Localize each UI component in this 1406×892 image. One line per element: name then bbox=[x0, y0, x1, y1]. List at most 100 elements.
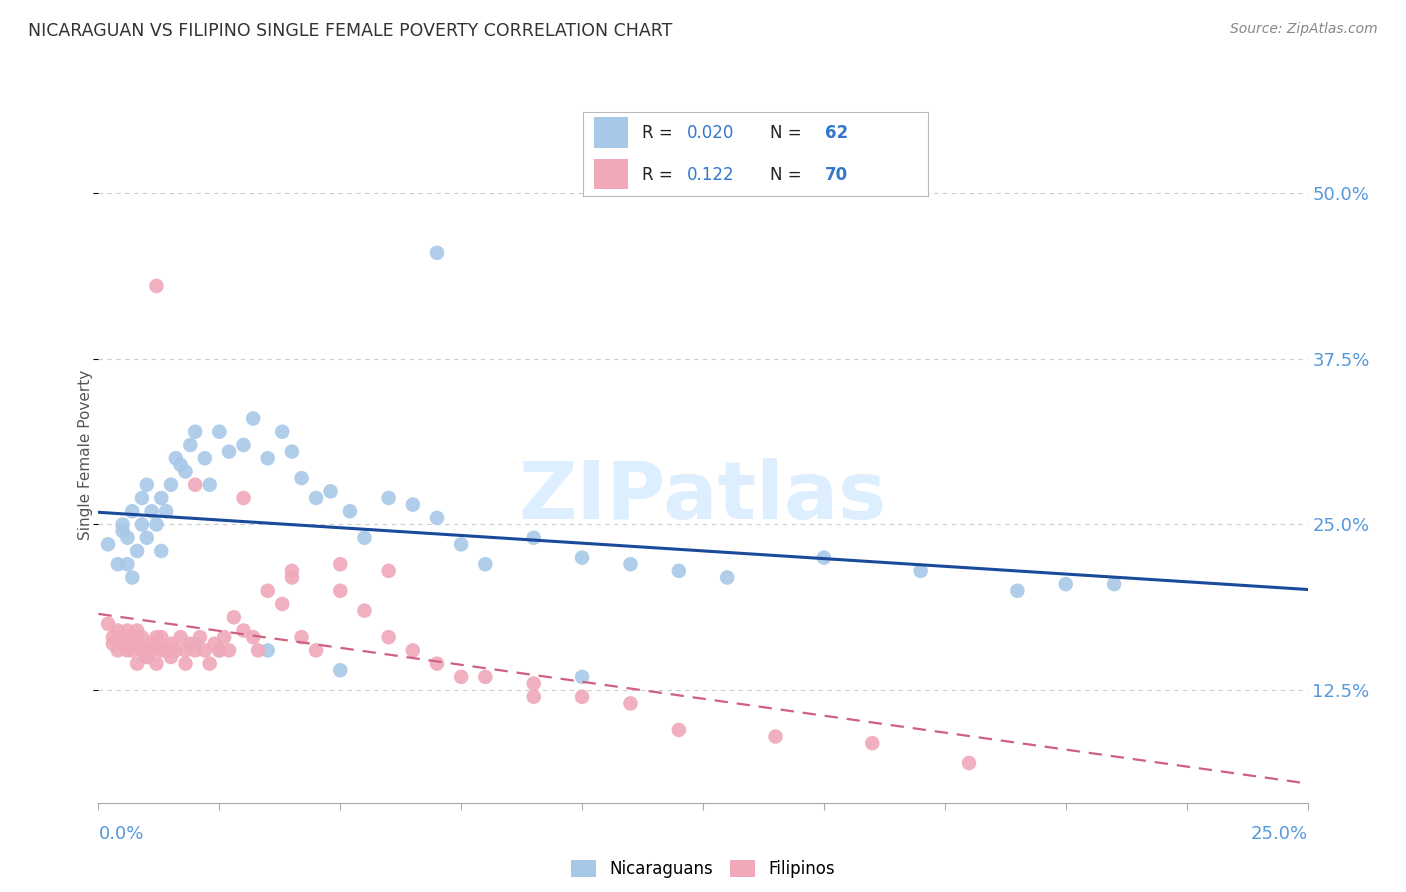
Point bbox=[169, 458, 191, 472]
Point bbox=[145, 630, 167, 644]
Point bbox=[256, 643, 278, 657]
Point bbox=[135, 477, 157, 491]
Point bbox=[160, 650, 183, 665]
Point bbox=[107, 643, 129, 657]
Point bbox=[208, 425, 231, 439]
Point bbox=[145, 279, 167, 293]
Point bbox=[571, 670, 593, 684]
Point bbox=[290, 471, 312, 485]
Point bbox=[111, 524, 134, 538]
Point bbox=[402, 498, 425, 512]
Point bbox=[198, 657, 221, 671]
Point bbox=[957, 756, 980, 770]
Point bbox=[150, 491, 173, 505]
Text: ZIPatlas: ZIPatlas bbox=[519, 458, 887, 536]
Point bbox=[127, 657, 149, 671]
Point bbox=[218, 643, 240, 657]
Point bbox=[127, 630, 149, 644]
Point bbox=[155, 504, 177, 518]
Point bbox=[1007, 583, 1029, 598]
Point bbox=[716, 570, 738, 584]
Text: NICARAGUAN VS FILIPINO SINGLE FEMALE POVERTY CORRELATION CHART: NICARAGUAN VS FILIPINO SINGLE FEMALE POV… bbox=[28, 22, 672, 40]
Point bbox=[765, 730, 787, 744]
Point bbox=[218, 444, 240, 458]
Point bbox=[619, 697, 641, 711]
Point bbox=[290, 630, 312, 644]
Point bbox=[131, 630, 153, 644]
Text: N =: N = bbox=[769, 166, 807, 184]
Point bbox=[155, 643, 177, 657]
Text: 62: 62 bbox=[824, 124, 848, 142]
Point bbox=[165, 451, 187, 466]
Point bbox=[101, 637, 124, 651]
Point bbox=[174, 643, 197, 657]
Point bbox=[184, 477, 207, 491]
Point bbox=[135, 650, 157, 665]
Point bbox=[179, 438, 201, 452]
Point bbox=[523, 690, 546, 704]
Point bbox=[198, 477, 221, 491]
Point bbox=[165, 643, 187, 657]
Text: 0.020: 0.020 bbox=[688, 124, 734, 142]
Point bbox=[353, 604, 375, 618]
Point bbox=[426, 245, 449, 260]
Point bbox=[450, 537, 472, 551]
Point bbox=[571, 690, 593, 704]
Point bbox=[426, 511, 449, 525]
Point bbox=[271, 425, 294, 439]
Point bbox=[141, 643, 163, 657]
Point bbox=[232, 491, 254, 505]
Text: R =: R = bbox=[643, 124, 678, 142]
Point bbox=[160, 477, 183, 491]
Point bbox=[208, 643, 231, 657]
Point bbox=[145, 517, 167, 532]
Point bbox=[131, 643, 153, 657]
Point bbox=[121, 504, 143, 518]
Point bbox=[271, 597, 294, 611]
Point bbox=[169, 630, 191, 644]
Point bbox=[121, 570, 143, 584]
Point bbox=[117, 643, 139, 657]
Point bbox=[184, 425, 207, 439]
Point bbox=[150, 643, 173, 657]
Point bbox=[160, 643, 183, 657]
Point bbox=[910, 564, 932, 578]
Point bbox=[319, 484, 342, 499]
Point bbox=[426, 657, 449, 671]
Point bbox=[668, 723, 690, 737]
Text: Source: ZipAtlas.com: Source: ZipAtlas.com bbox=[1230, 22, 1378, 37]
Point bbox=[150, 544, 173, 558]
Point bbox=[305, 491, 328, 505]
Point bbox=[247, 643, 270, 657]
Point bbox=[127, 624, 149, 638]
Text: R =: R = bbox=[643, 166, 678, 184]
Point bbox=[127, 544, 149, 558]
Point bbox=[523, 676, 546, 690]
Point bbox=[194, 643, 217, 657]
Point bbox=[160, 637, 183, 651]
Point bbox=[281, 564, 304, 578]
Point bbox=[377, 630, 399, 644]
Point bbox=[188, 630, 211, 644]
Point bbox=[281, 570, 304, 584]
Text: 0.0%: 0.0% bbox=[98, 825, 143, 843]
Point bbox=[121, 630, 143, 644]
Point bbox=[329, 583, 352, 598]
Point bbox=[184, 643, 207, 657]
Point bbox=[97, 537, 120, 551]
Point bbox=[150, 630, 173, 644]
Point bbox=[184, 637, 207, 651]
Point bbox=[101, 630, 124, 644]
Legend: Nicaraguans, Filipinos: Nicaraguans, Filipinos bbox=[564, 854, 842, 885]
Point bbox=[1102, 577, 1125, 591]
Point bbox=[117, 531, 139, 545]
Point bbox=[131, 517, 153, 532]
Point bbox=[305, 643, 328, 657]
FancyBboxPatch shape bbox=[593, 118, 628, 148]
Point bbox=[281, 444, 304, 458]
Point bbox=[402, 643, 425, 657]
Point bbox=[127, 637, 149, 651]
Point bbox=[117, 558, 139, 572]
Point bbox=[256, 451, 278, 466]
Point bbox=[232, 438, 254, 452]
